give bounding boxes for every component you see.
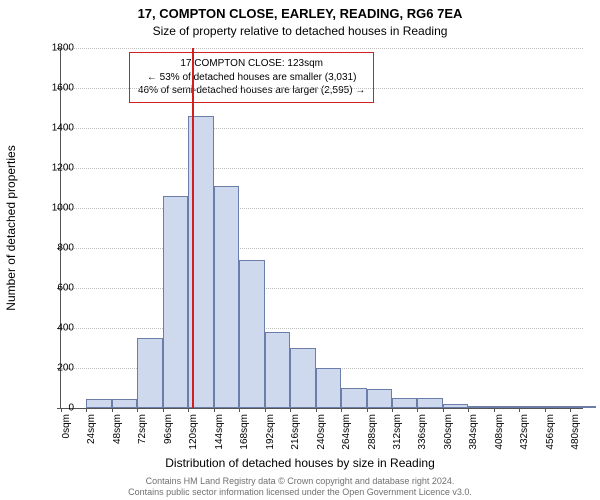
x-tick-mark	[570, 408, 571, 412]
x-tick-label: 432sqm	[519, 414, 530, 450]
footer: Contains HM Land Registry data © Crown c…	[0, 476, 600, 499]
histogram-bar	[112, 399, 137, 408]
y-tick-label: 1000	[24, 203, 74, 214]
gridline	[61, 288, 583, 289]
histogram-bar	[392, 398, 417, 408]
x-tick-label: 480sqm	[570, 414, 581, 450]
histogram-bar	[367, 389, 392, 408]
y-tick-label: 800	[24, 243, 74, 254]
x-tick-label: 168sqm	[239, 414, 250, 450]
x-tick-mark	[417, 408, 418, 412]
histogram-bar	[468, 406, 493, 408]
histogram-bar	[137, 338, 162, 408]
legend-line: 17 COMPTON CLOSE: 123sqm	[138, 57, 365, 71]
histogram-bar	[86, 399, 111, 408]
x-tick-label: 384sqm	[468, 414, 479, 450]
x-tick-label: 336sqm	[417, 414, 428, 450]
histogram-bar	[214, 186, 239, 408]
plot-area: 17 COMPTON CLOSE: 123sqm ← 53% of detach…	[60, 48, 583, 409]
histogram-bar	[570, 406, 595, 408]
x-tick-label: 408sqm	[494, 414, 505, 450]
y-tick-label: 1400	[24, 123, 74, 134]
gridline	[61, 328, 583, 329]
y-tick-label: 200	[24, 363, 74, 374]
x-tick-label: 360sqm	[443, 414, 454, 450]
gridline	[61, 208, 583, 209]
chart-title: 17, COMPTON CLOSE, EARLEY, READING, RG6 …	[0, 6, 600, 21]
y-tick-label: 1200	[24, 163, 74, 174]
x-tick-mark	[290, 408, 291, 412]
x-tick-mark	[239, 408, 240, 412]
x-axis-label: Distribution of detached houses by size …	[0, 456, 600, 470]
y-tick-label: 1600	[24, 83, 74, 94]
x-tick-mark	[545, 408, 546, 412]
gridline	[61, 248, 583, 249]
legend-line: ← 53% of detached houses are smaller (3,…	[138, 71, 365, 85]
x-tick-mark	[494, 408, 495, 412]
x-tick-label: 456sqm	[545, 414, 556, 450]
x-tick-label: 312sqm	[392, 414, 403, 450]
histogram-bar	[519, 406, 544, 408]
x-tick-label: 48sqm	[112, 414, 123, 444]
x-tick-mark	[341, 408, 342, 412]
footer-line: Contains HM Land Registry data © Crown c…	[0, 476, 600, 487]
x-tick-mark	[316, 408, 317, 412]
y-tick-label: 1800	[24, 43, 74, 54]
x-tick-mark	[367, 408, 368, 412]
x-tick-label: 96sqm	[163, 414, 174, 444]
histogram-bar	[239, 260, 264, 408]
marker-line	[192, 48, 194, 408]
gridline	[61, 168, 583, 169]
x-tick-label: 120sqm	[188, 414, 199, 450]
histogram-bar	[417, 398, 442, 408]
histogram-bar	[341, 388, 366, 408]
histogram-bar	[163, 196, 188, 408]
histogram-bar	[316, 368, 341, 408]
x-tick-mark	[163, 408, 164, 412]
y-tick-label: 0	[24, 403, 74, 414]
x-tick-label: 72sqm	[137, 414, 148, 444]
histogram-bar	[494, 406, 519, 408]
gridline	[61, 128, 583, 129]
x-tick-mark	[112, 408, 113, 412]
x-tick-mark	[137, 408, 138, 412]
x-tick-label: 192sqm	[265, 414, 276, 450]
x-tick-label: 216sqm	[290, 414, 301, 450]
histogram-bar	[545, 406, 570, 408]
x-tick-label: 24sqm	[86, 414, 97, 444]
x-tick-mark	[188, 408, 189, 412]
x-tick-mark	[519, 408, 520, 412]
x-tick-mark	[86, 408, 87, 412]
x-tick-label: 144sqm	[214, 414, 225, 450]
x-tick-mark	[468, 408, 469, 412]
histogram-bar	[265, 332, 290, 408]
x-tick-label: 240sqm	[316, 414, 327, 450]
x-tick-mark	[443, 408, 444, 412]
gridline	[61, 48, 583, 49]
y-tick-label: 600	[24, 283, 74, 294]
x-tick-mark	[214, 408, 215, 412]
histogram-bar	[290, 348, 315, 408]
histogram-bar	[443, 404, 468, 408]
x-tick-mark	[392, 408, 393, 412]
x-tick-label: 0sqm	[61, 414, 72, 438]
x-tick-label: 264sqm	[341, 414, 352, 450]
legend-line: 46% of semi-detached houses are larger (…	[138, 84, 365, 98]
legend-box: 17 COMPTON CLOSE: 123sqm ← 53% of detach…	[129, 52, 374, 103]
chart-subtitle: Size of property relative to detached ho…	[0, 24, 600, 38]
x-tick-label: 288sqm	[367, 414, 378, 450]
y-tick-label: 400	[24, 323, 74, 334]
gridline	[61, 88, 583, 89]
chart-container: 17, COMPTON CLOSE, EARLEY, READING, RG6 …	[0, 0, 600, 500]
footer-line: Contains public sector information licen…	[0, 487, 600, 498]
x-tick-mark	[265, 408, 266, 412]
